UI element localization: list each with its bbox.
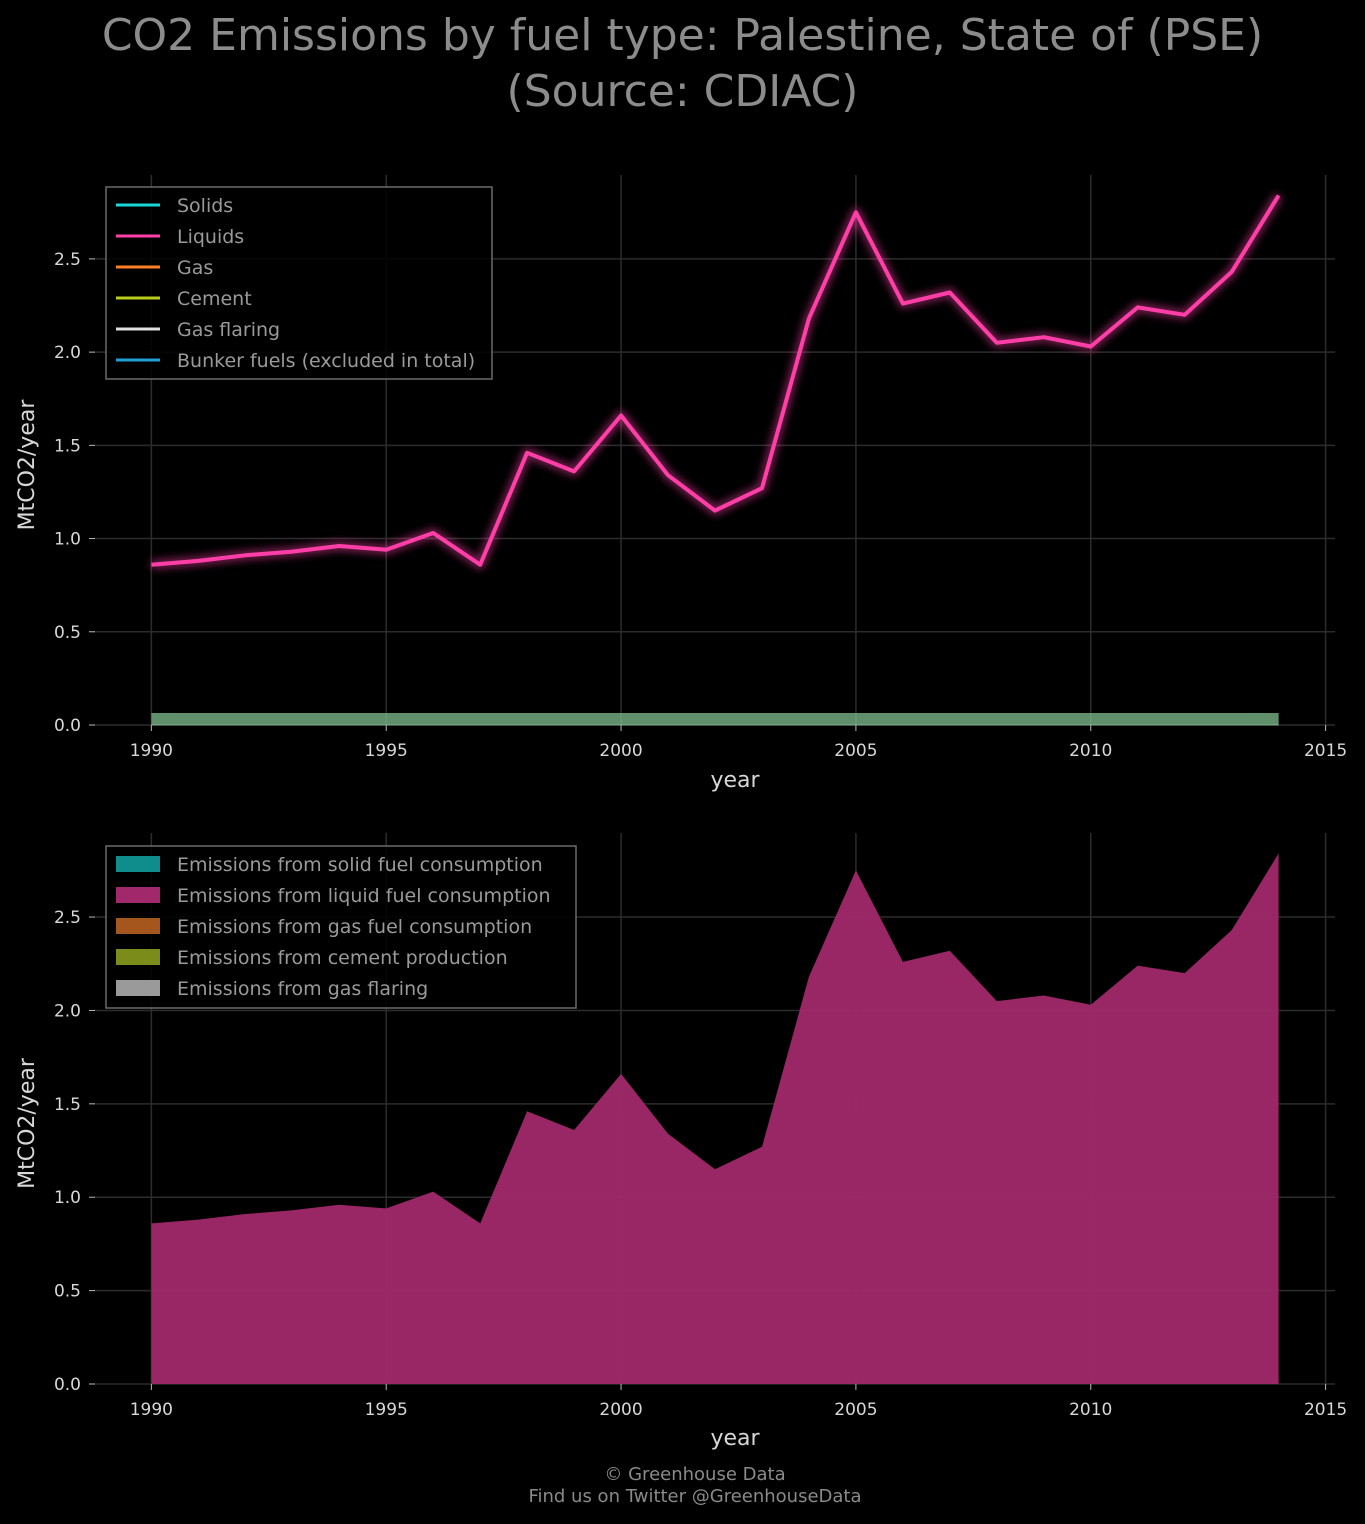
- legend-label: Solids: [177, 195, 233, 217]
- line-chart: 1990 1995 2000 2005 2010 2015 0.0 0.5 1.0 1.5 2.0 2…: [15, 175, 1347, 793]
- x-axis-label: year: [710, 1426, 760, 1451]
- y-tick-label: 1.5: [54, 436, 81, 456]
- x-tick-label: 2010: [1069, 1400, 1112, 1420]
- x-tick-label: 2010: [1069, 741, 1112, 761]
- x-tick-label: 1990: [130, 741, 173, 761]
- legend-box: [105, 186, 493, 380]
- legend-box: [105, 845, 577, 1009]
- footer: © Greenhouse Data Find us on Twitter @Gr…: [0, 1464, 1365, 1508]
- y-axis-label: MtCO2/year: [15, 1057, 40, 1189]
- title-line-1: CO2 Emissions by fuel type: Palestine, S…: [101, 10, 1264, 61]
- legend-swatch: [116, 949, 160, 965]
- area-series-1: [151, 853, 1279, 1384]
- x-tick-label: 2005: [834, 1400, 877, 1420]
- x-tick-label: 2015: [1304, 741, 1347, 761]
- footer-credit: © Greenhouse Data: [604, 1464, 786, 1485]
- y-tick-label: 1.5: [54, 1095, 81, 1115]
- x-tick-label: 1995: [365, 741, 408, 761]
- y-tick-label: 0.0: [54, 716, 81, 736]
- zero-series-band: [151, 713, 1279, 725]
- legend-label: Emissions from gas flaring: [177, 978, 428, 1000]
- y-tick-label: 2.0: [54, 343, 81, 363]
- y-tick-label: 2.5: [54, 250, 81, 270]
- y-tick-label: 1.0: [54, 1188, 81, 1208]
- legend-label: Emissions from gas fuel consumption: [177, 916, 532, 938]
- legend-label: Emissions from cement production: [177, 947, 508, 969]
- y-tick-label: 0.5: [54, 623, 81, 643]
- x-tick-label: 1990: [130, 1400, 173, 1420]
- x-tick-label: 2015: [1304, 1400, 1347, 1420]
- x-tick-label: 2000: [599, 1400, 642, 1420]
- y-tick-label: 1.0: [54, 530, 81, 550]
- y-tick-label: 2.5: [54, 908, 81, 928]
- legend-label: Emissions from solid fuel consumption: [177, 854, 543, 876]
- legend-label: Bunker fuels (excluded in total): [177, 350, 475, 372]
- y-tick-label: 0.5: [54, 1282, 81, 1302]
- y-tick-label: 2.0: [54, 1001, 81, 1021]
- legend-label: Emissions from liquid fuel consumption: [177, 885, 551, 907]
- legend-swatch: [116, 856, 160, 872]
- footer-twitter: Find us on Twitter @GreenhouseData: [528, 1486, 862, 1507]
- legend-swatch: [116, 918, 160, 934]
- x-tick-label: 1995: [365, 1400, 408, 1420]
- legend-label: Cement: [177, 288, 252, 310]
- chart-title: CO2 Emissions by fuel type: Palestine, S…: [0, 8, 1365, 120]
- legend-swatch: [116, 887, 160, 903]
- x-tick-label: 2005: [834, 741, 877, 761]
- x-tick-label: 2000: [599, 741, 642, 761]
- legend-label: Gas: [177, 257, 213, 279]
- area-chart: 1990 1995 2000 2005 2010 2015 0.0 0.5 1.0 1.5 2.0 2…: [15, 833, 1347, 1451]
- legend-swatch: [116, 980, 160, 996]
- legend-label: Liquids: [177, 226, 244, 248]
- x-axis-label: year: [710, 768, 760, 793]
- title-line-2: (Source: CDIAC): [506, 66, 859, 117]
- legend-label: Gas flaring: [177, 319, 280, 341]
- y-tick-label: 0.0: [54, 1375, 81, 1395]
- y-axis-label: MtCO2/year: [15, 399, 40, 531]
